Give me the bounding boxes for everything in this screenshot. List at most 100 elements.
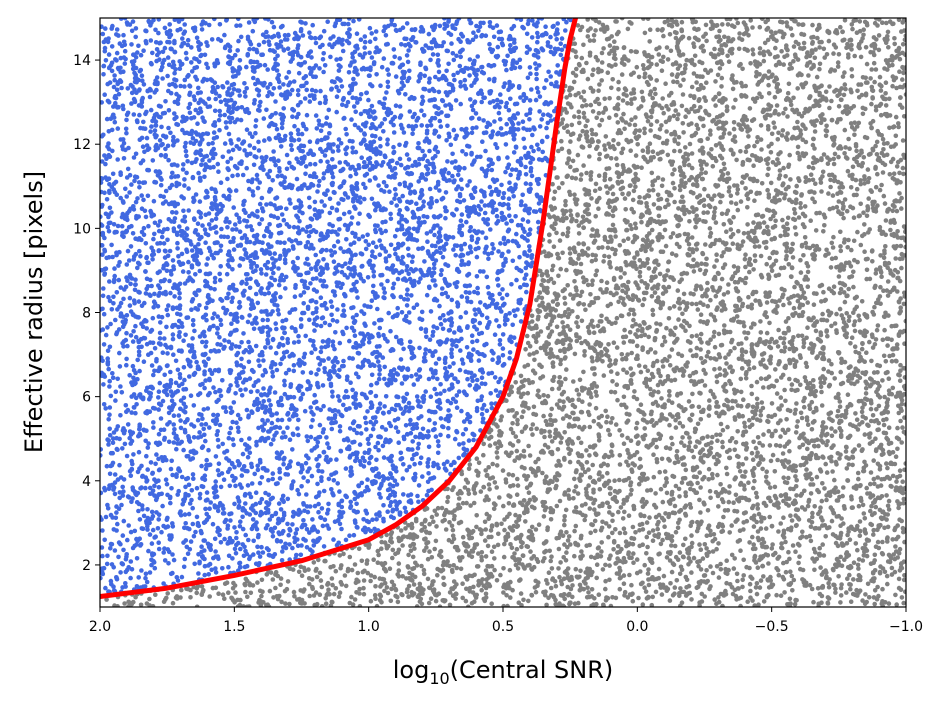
grey-point [865,167,871,172]
blue-point [146,223,151,229]
blue-point [156,540,161,545]
grey-point [754,591,760,597]
blue-point [330,174,336,180]
grey-point [361,591,367,597]
grey-point [514,411,519,416]
grey-point [571,496,576,501]
blue-point [218,393,224,399]
blue-point [239,356,244,362]
blue-point [405,432,410,437]
grey-point [813,181,818,186]
blue-point [240,514,245,520]
blue-point [414,201,419,206]
blue-point [174,446,179,452]
blue-point [151,420,156,425]
blue-point [268,441,274,447]
grey-point [650,538,656,543]
grey-point [745,230,751,236]
blue-point [535,34,541,40]
grey-point [844,541,850,546]
blue-point [354,288,359,294]
grey-point [769,523,775,529]
blue-point [271,437,276,442]
blue-point [391,144,396,150]
blue-point [147,292,152,298]
blue-point [419,309,425,315]
blue-point [194,514,200,520]
blue-point [463,427,469,432]
blue-point [300,370,306,375]
grey-point [733,440,739,445]
blue-point [213,454,219,459]
grey-point [770,542,775,547]
grey-point [499,521,504,527]
grey-point [597,123,602,128]
blue-point [305,469,311,474]
grey-point [613,234,618,239]
grey-point [122,601,127,606]
grey-point [714,252,719,257]
blue-point [447,364,453,370]
grey-point [846,52,851,57]
blue-point [392,187,398,192]
grey-point [633,530,638,535]
grey-point [847,572,852,578]
grey-point [799,415,805,421]
grey-point [605,245,611,251]
grey-point [860,447,865,452]
grey-point [716,575,722,580]
blue-point [278,144,284,149]
blue-point [100,293,106,299]
blue-point [394,402,399,408]
grey-point [893,256,898,261]
blue-point [320,430,326,435]
blue-point [310,417,315,423]
blue-point [474,408,480,414]
grey-point [798,257,803,263]
grey-point [855,523,860,529]
blue-point [424,492,430,498]
grey-point [526,490,532,496]
grey-point [596,206,601,211]
grey-point [766,69,772,74]
blue-point [235,172,240,178]
grey-point [568,164,573,170]
blue-point [461,198,467,203]
blue-point [455,172,461,178]
grey-point [562,301,568,306]
grey-point [767,485,773,490]
blue-point [316,183,322,188]
grey-point [741,483,747,488]
blue-point [125,86,131,91]
grey-point [555,447,561,452]
grey-point [843,145,848,150]
grey-point [625,447,630,453]
blue-point [103,58,109,63]
grey-point [757,460,762,466]
blue-point [350,145,355,151]
blue-point [509,282,514,287]
blue-point [268,345,273,350]
blue-point [217,22,223,27]
blue-point [463,152,469,157]
blue-point [254,439,259,445]
grey-point [651,360,656,366]
blue-point [104,116,110,122]
blue-point [273,162,278,168]
grey-point [671,332,677,338]
grey-point [494,485,500,490]
blue-point [207,506,212,512]
blue-point [291,363,297,368]
blue-point [430,52,436,57]
blue-point [531,125,536,130]
blue-point [182,377,187,383]
grey-point [801,40,807,46]
grey-point [806,164,812,170]
blue-point [240,451,246,457]
grey-point [581,163,586,168]
grey-point [552,189,558,195]
blue-point [122,287,127,292]
grey-point [689,412,695,418]
blue-point [337,424,343,429]
grey-point [680,92,686,97]
